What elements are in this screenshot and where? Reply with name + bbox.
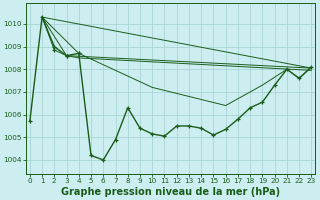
X-axis label: Graphe pression niveau de la mer (hPa): Graphe pression niveau de la mer (hPa)	[61, 187, 280, 197]
